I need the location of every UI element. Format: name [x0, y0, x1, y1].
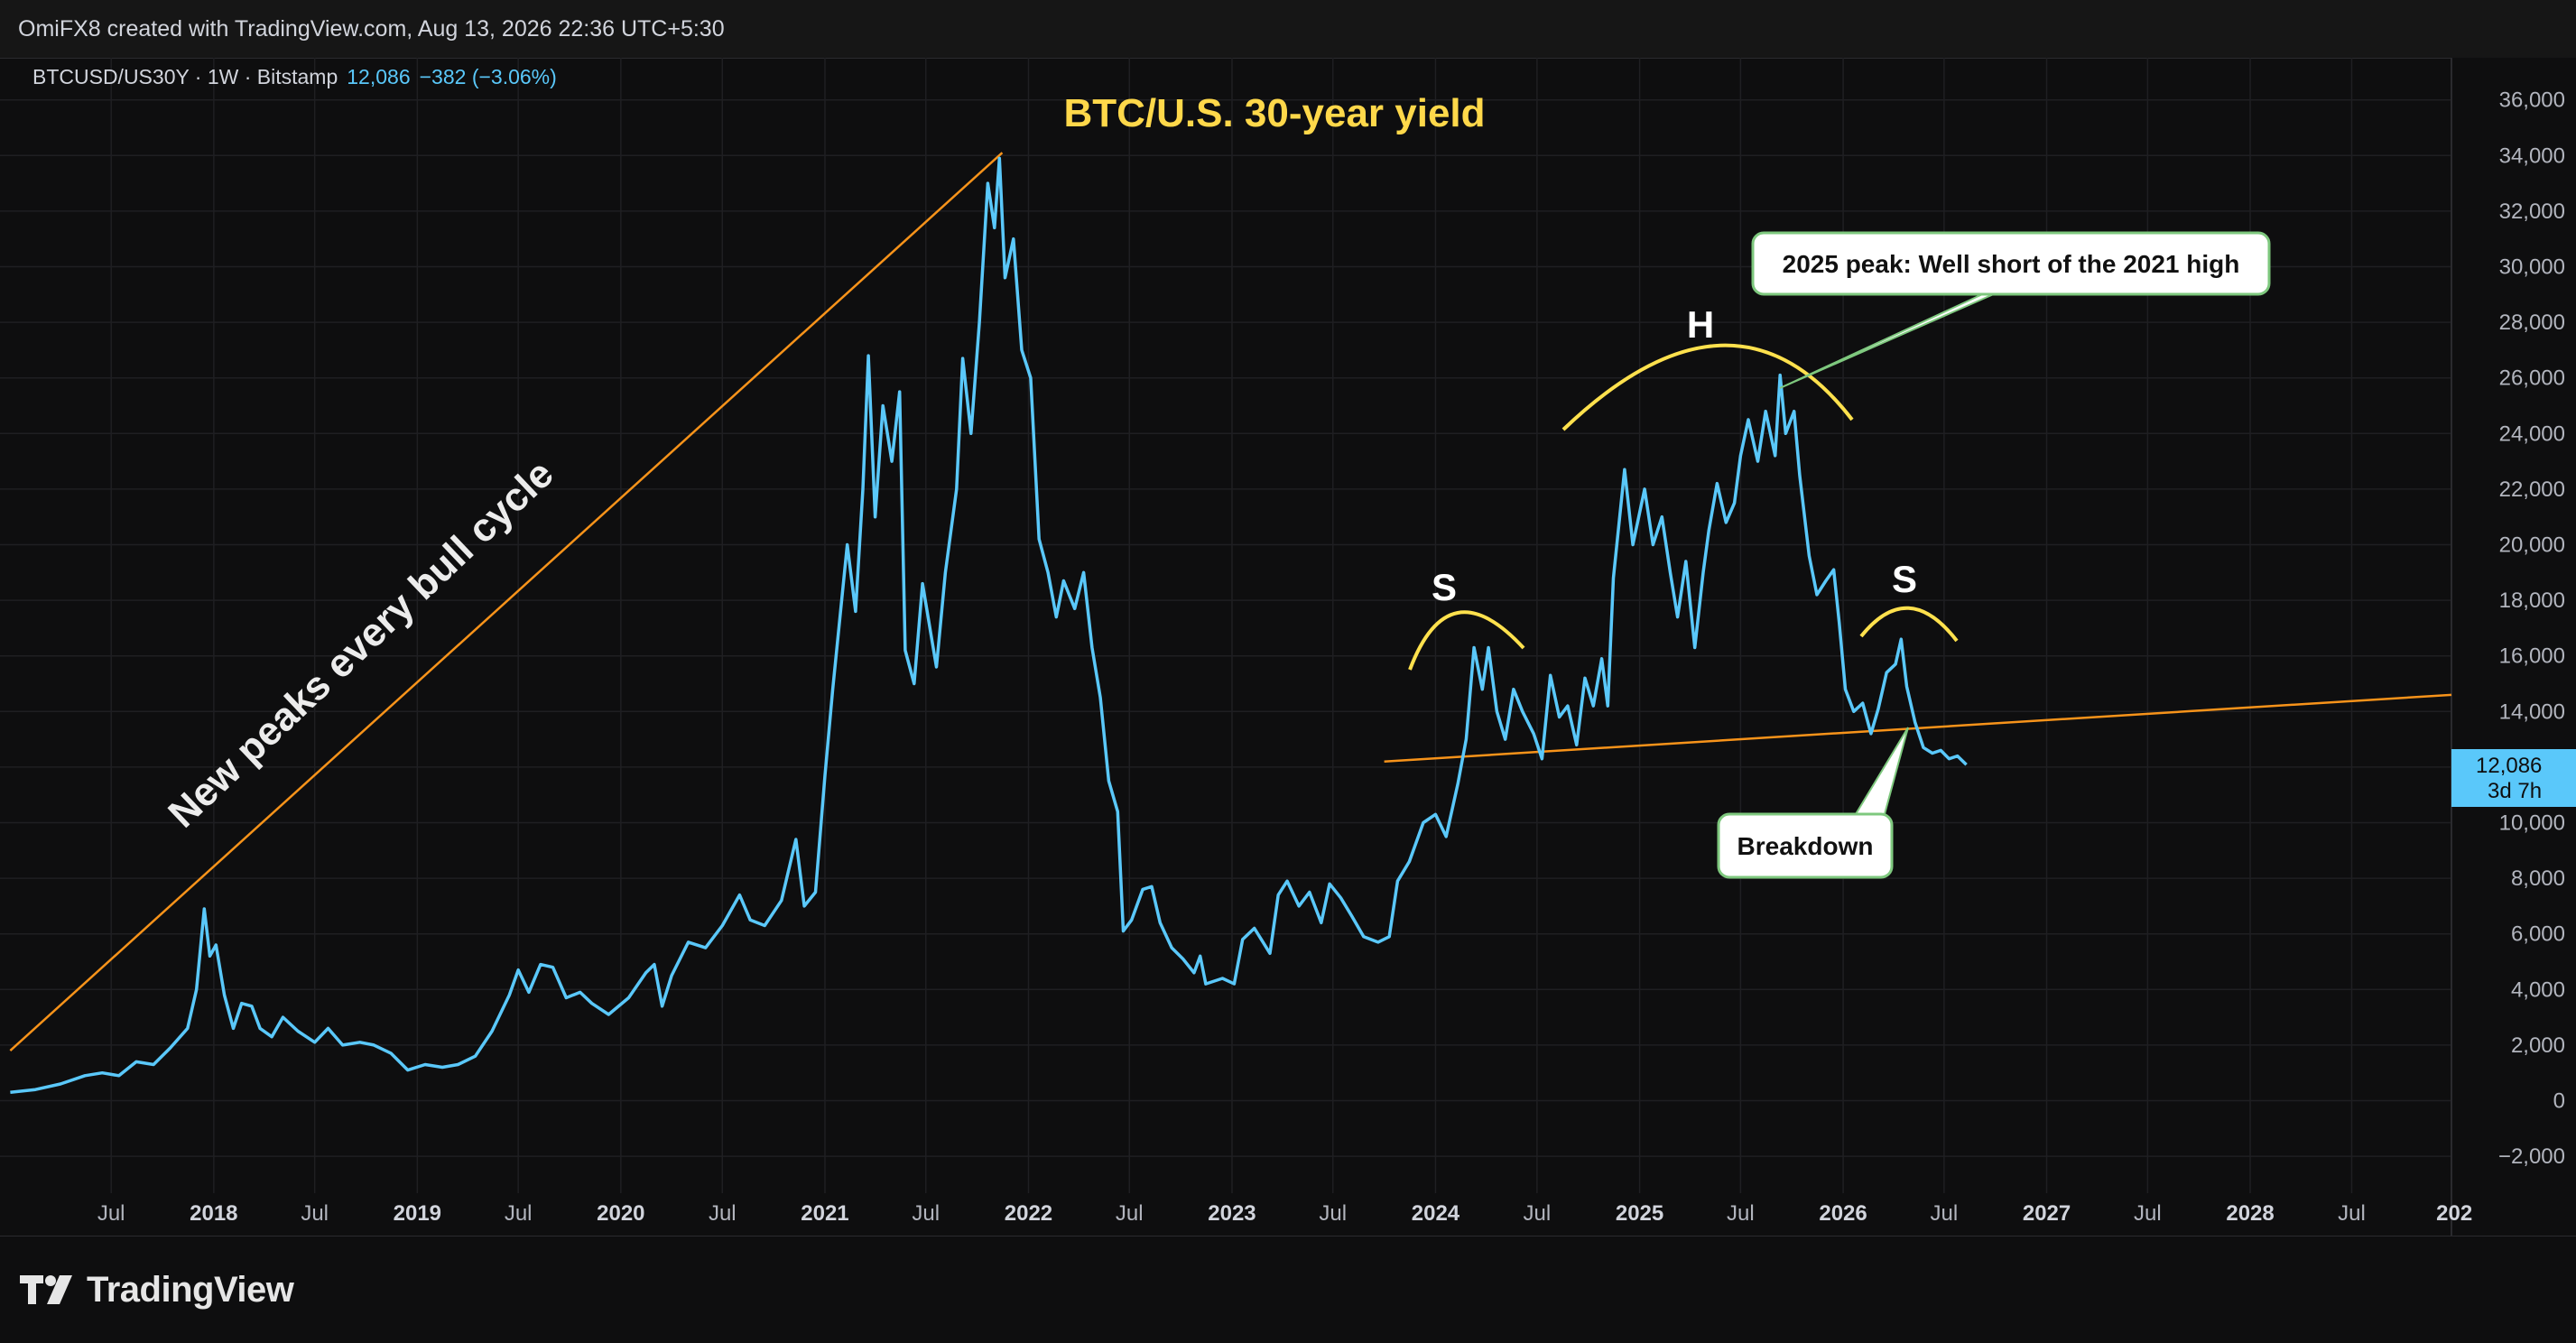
- x-tick-label: 2028: [2226, 1201, 2274, 1226]
- y-tick-label: 26,000: [2499, 366, 2565, 391]
- trendline: [9, 152, 1004, 1051]
- attribution-text: OmiFX8 created with TradingView.com, Aug…: [18, 16, 725, 42]
- y-tick-label: −2,000: [2498, 1144, 2565, 1169]
- x-tick-label: Jul: [709, 1201, 737, 1226]
- attribution-bar: OmiFX8 created with TradingView.com, Aug…: [0, 0, 2576, 58]
- last-price-tag-box: [2451, 749, 2576, 807]
- x-tick-label: 2020: [597, 1201, 644, 1226]
- tradingview-brand[interactable]: TradingView: [20, 1265, 294, 1314]
- y-tick-label: 4,000: [2511, 977, 2565, 1002]
- annotation-labels: BTC/U.S. 30-year yield New peaks every b…: [160, 91, 1917, 837]
- x-tick-label: Jul: [1319, 1201, 1347, 1226]
- diagonal-annotation: New peaks every bull cycle: [160, 451, 561, 836]
- price-axis: −2,00002,0004,0006,0008,00010,00012,0001…: [2498, 88, 2565, 1169]
- y-tick-label: 6,000: [2511, 922, 2565, 947]
- x-tick-label: Jul: [301, 1201, 329, 1226]
- peak-callout-pointer: [1779, 282, 2019, 389]
- x-tick-label: Jul: [1931, 1201, 1959, 1226]
- x-tick-label: 2018: [190, 1201, 237, 1226]
- x-tick-label: 2023: [1208, 1201, 1256, 1226]
- x-tick-label: Jul: [2134, 1201, 2162, 1226]
- x-tick-label: 2026: [1819, 1201, 1867, 1226]
- price-chart[interactable]: −2,00002,0004,0006,0008,00010,00012,0001…: [0, 0, 2576, 1236]
- y-tick-label: 16,000: [2499, 644, 2565, 669]
- chart-title-annotation: BTC/U.S. 30-year yield: [1063, 91, 1485, 135]
- left-shoulder-label: S: [1432, 566, 1457, 608]
- breakdown-callout-box: [1717, 812, 1894, 879]
- symbol-price: 12,086: [347, 65, 411, 88]
- symbol-legend[interactable]: BTCUSD/US30Y · 1W · Bitstamp 12,086 −382 (…: [32, 65, 557, 89]
- symbol-label: BTCUSD/US30Y · 1W · Bitstamp: [32, 65, 338, 88]
- x-tick-label: 2024: [1412, 1201, 1460, 1226]
- last-price-tag[interactable]: 12,086 3d 7h: [2451, 749, 2576, 807]
- breakdown-callout: Breakdown: [1717, 727, 1909, 879]
- head-arc: [1561, 343, 1854, 431]
- y-tick-label: 10,000: [2499, 811, 2565, 836]
- head-label: H: [1687, 303, 1714, 346]
- x-tick-label: 2022: [1005, 1201, 1052, 1226]
- breakdown-callout-text: Breakdown: [1737, 832, 1874, 860]
- x-tick-label: Jul: [2338, 1201, 2366, 1226]
- symbol-change: −382 (−3.06%): [419, 65, 557, 88]
- x-tick-label: Jul: [1116, 1201, 1144, 1226]
- brand-name: TradingView: [87, 1269, 294, 1310]
- y-tick-label: 32,000: [2499, 199, 2565, 224]
- head-and-shoulders-arcs: [1408, 343, 1959, 671]
- y-tick-label: 8,000: [2511, 866, 2565, 891]
- tradingview-logo-icon: [20, 1275, 72, 1304]
- peak-callout: 2025 peak: Well short of the 2021 high: [1751, 231, 2271, 389]
- y-tick-label: 14,000: [2499, 699, 2565, 724]
- x-tick-label: 202: [2436, 1201, 2472, 1226]
- time-axis: Jul 2018 Jul 2019 Jul 2020 Jul 2021 Jul 2022 Jul 20…: [97, 1201, 2472, 1226]
- x-tick-label: Jul: [912, 1201, 940, 1226]
- peak-callout-text: 2025 peak: Well short of the 2021 high: [1783, 250, 2240, 278]
- x-tick-label: 2019: [394, 1201, 441, 1226]
- breakdown-callout-pointer: [1854, 727, 1909, 815]
- x-tick-label: Jul: [1524, 1201, 1552, 1226]
- footer: [0, 1236, 2576, 1343]
- last-price-tag-countdown: 3d 7h: [2488, 779, 2542, 803]
- y-tick-label: 2,000: [2511, 1033, 2565, 1058]
- y-tick-label: 22,000: [2499, 477, 2565, 502]
- x-tick-label: 2027: [2023, 1201, 2071, 1226]
- chart-grid: [0, 58, 2455, 1193]
- y-tick-label: 24,000: [2499, 421, 2565, 446]
- y-tick-label: 20,000: [2499, 533, 2565, 558]
- x-tick-label: Jul: [97, 1201, 125, 1226]
- price-axis-panel[interactable]: [2451, 58, 2576, 1236]
- y-tick-label: 0: [2553, 1089, 2565, 1114]
- right-shoulder-arc: [1859, 606, 1959, 643]
- last-price-tag-value: 12,086: [2476, 754, 2542, 778]
- x-tick-label: 2021: [801, 1201, 848, 1226]
- x-tick-label: 2025: [1616, 1201, 1663, 1226]
- peak-callout-box: [1751, 231, 2271, 296]
- y-tick-label: 28,000: [2499, 310, 2565, 335]
- y-tick-label: 30,000: [2499, 255, 2565, 280]
- y-tick-label: 36,000: [2499, 88, 2565, 113]
- y-tick-label: 18,000: [2499, 588, 2565, 613]
- btc-us30y-series-line: [10, 156, 1968, 1095]
- x-tick-label: Jul: [1727, 1201, 1755, 1226]
- right-shoulder-label: S: [1892, 558, 1917, 600]
- y-tick-label: 34,000: [2499, 144, 2565, 168]
- x-tick-label: Jul: [505, 1201, 533, 1226]
- left-shoulder-arc: [1408, 610, 1525, 671]
